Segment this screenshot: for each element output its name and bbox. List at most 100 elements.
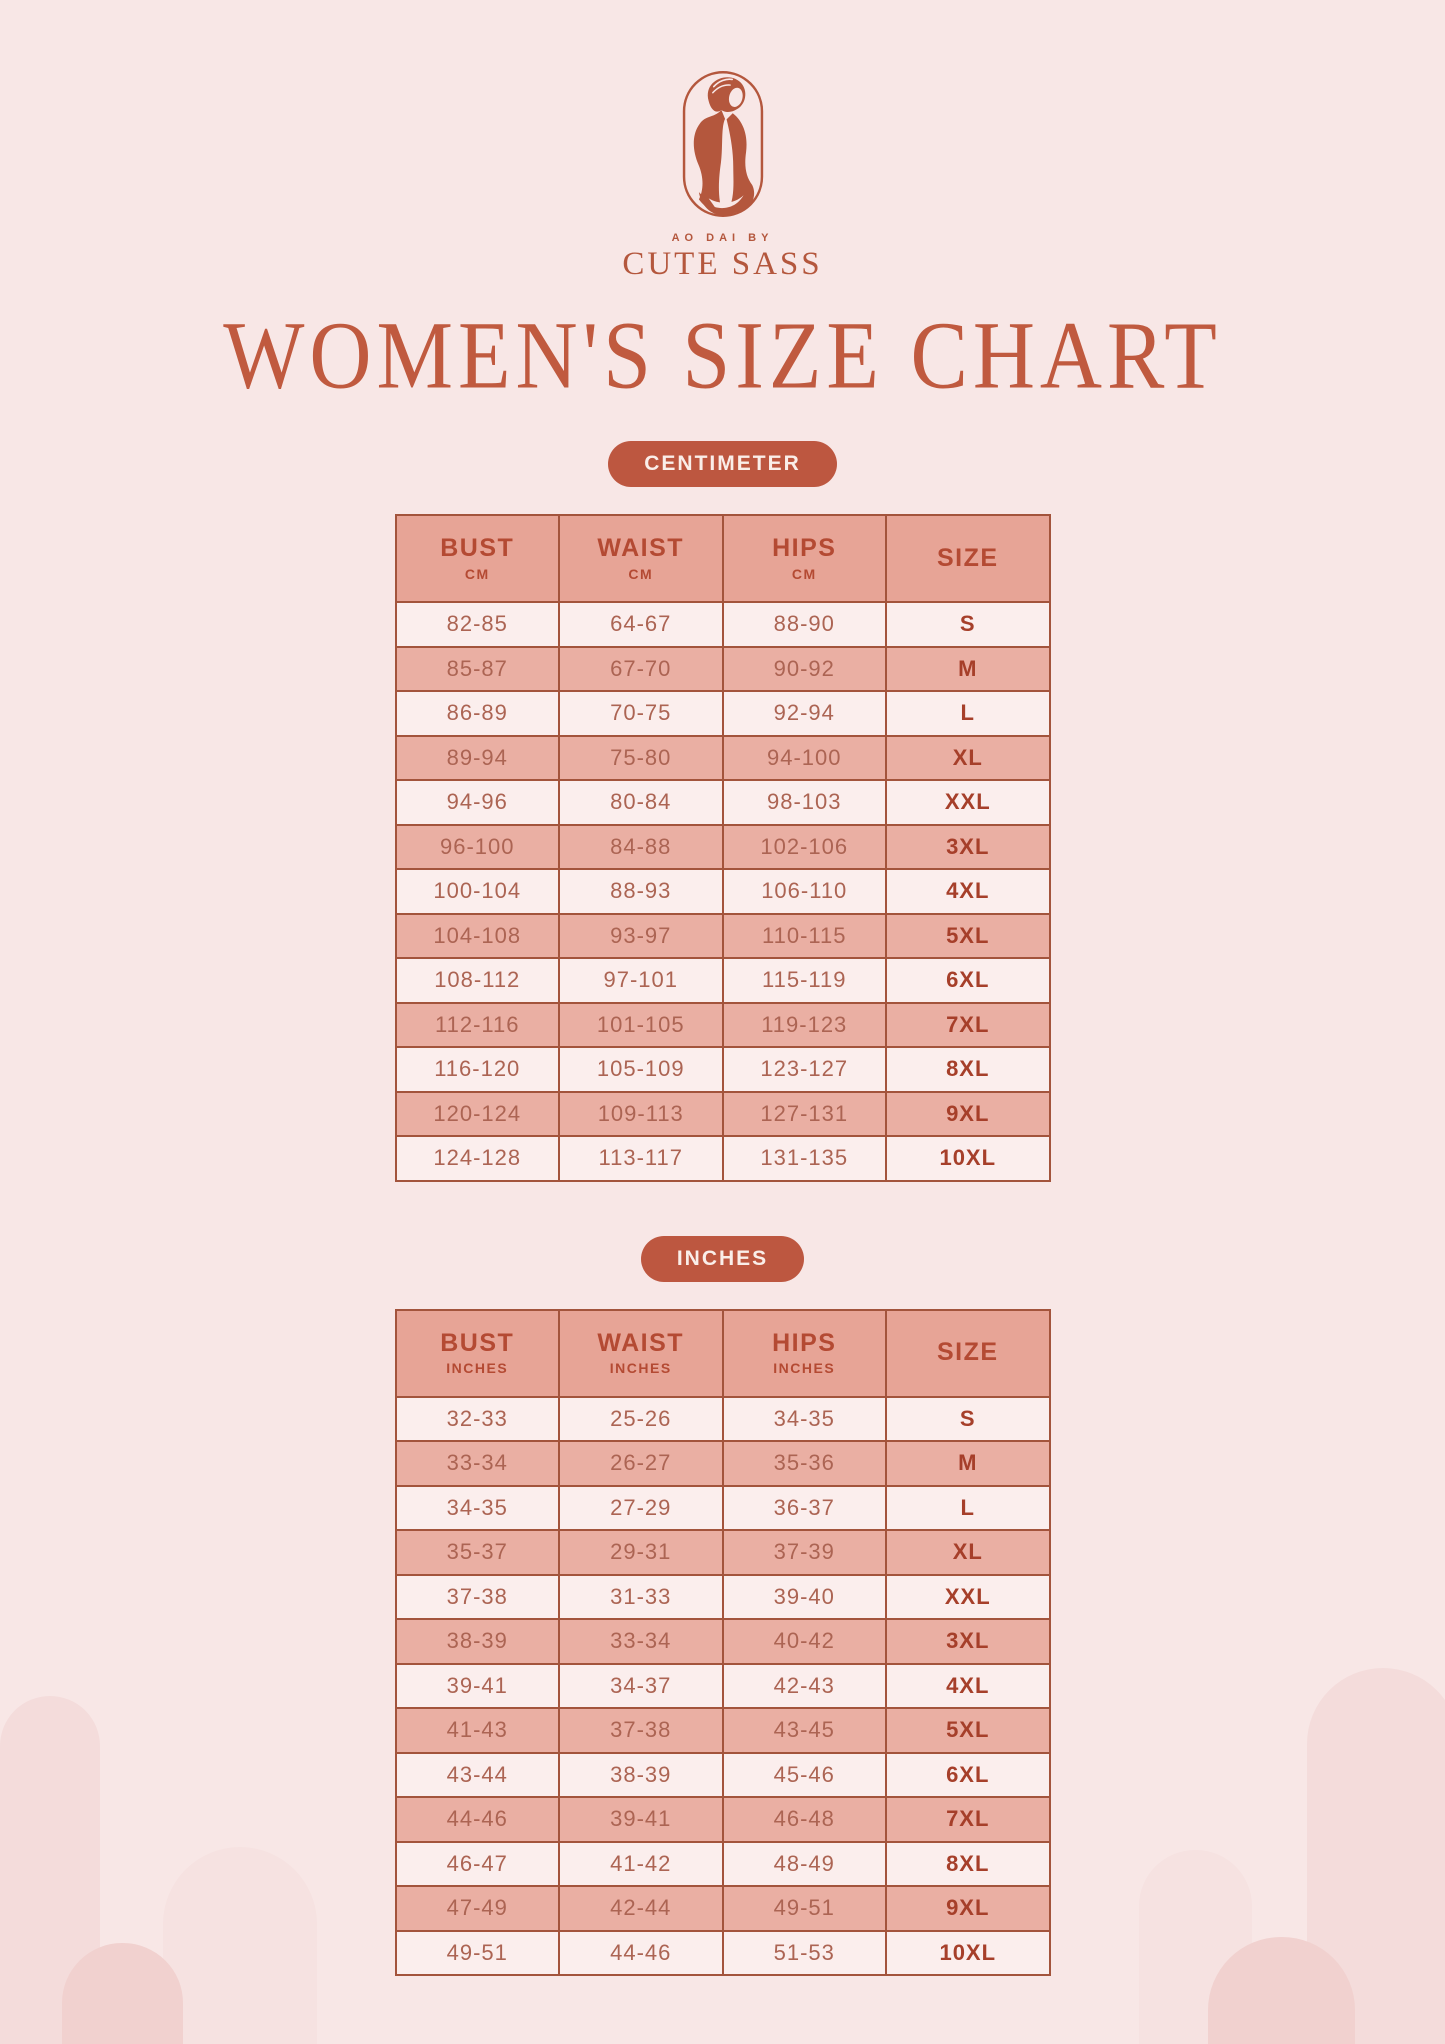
size-row-xxl: 94-96 80-84 98-103 XXL — [394, 779, 1051, 826]
measurement-range: 41-42 — [558, 1840, 724, 1887]
size-value: 5XL — [885, 1707, 1051, 1754]
measurement-range: 102-106 — [721, 823, 887, 870]
size-value: XL — [885, 734, 1051, 781]
size-value: 4XL — [885, 1662, 1051, 1709]
measurement-range: 89-94 — [394, 734, 560, 781]
measurement-range: 109-113 — [558, 1090, 724, 1137]
decorative-arch-bottom-right-small — [1208, 1937, 1355, 2044]
size-value: 8XL — [885, 1840, 1051, 1887]
inches-size-table: BUST INCHES WAIST INCHES HIPS INCHES SIZE 32-33… — [394, 1308, 1051, 1976]
size-value: 6XL — [885, 1751, 1051, 1798]
size-value: M — [885, 645, 1051, 692]
measurement-range: 105-109 — [558, 1046, 724, 1093]
measurement-range: 104-108 — [394, 912, 560, 959]
column-label: HIPS — [772, 534, 837, 563]
size-value: 7XL — [885, 1001, 1051, 1048]
measurement-range: 42-43 — [721, 1662, 887, 1709]
measurement-range: 82-85 — [394, 601, 560, 648]
size-value: S — [885, 601, 1051, 648]
column-label: BUST — [440, 1328, 515, 1357]
measurement-range: 37-39 — [721, 1529, 887, 1576]
measurement-range: 48-49 — [721, 1840, 887, 1887]
measurement-range: 34-37 — [558, 1662, 724, 1709]
measurement-range: 94-100 — [721, 734, 887, 781]
measurement-range: 46-47 — [394, 1840, 560, 1887]
measurement-range: 39-41 — [394, 1662, 560, 1709]
measurement-range: 119-123 — [721, 1001, 887, 1048]
measurement-range: 98-103 — [721, 779, 887, 826]
measurement-range: 131-135 — [721, 1135, 887, 1182]
size-row-8xl: 116-120 105-109 123-127 8XL — [394, 1046, 1051, 1093]
size-value: L — [885, 690, 1051, 737]
measurement-range: 34-35 — [394, 1484, 560, 1531]
measurement-range: 80-84 — [558, 779, 724, 826]
measurement-range: 106-110 — [721, 868, 887, 915]
column-unit-label: INCHES — [609, 1360, 672, 1377]
size-row-7xl: 44-46 39-41 46-48 7XL — [394, 1796, 1051, 1843]
size-value: 8XL — [885, 1046, 1051, 1093]
measurement-range: 33-34 — [558, 1618, 724, 1665]
measurement-range: 67-70 — [558, 645, 724, 692]
size-row-9xl: 47-49 42-44 49-51 9XL — [394, 1885, 1051, 1932]
measurement-range: 120-124 — [394, 1090, 560, 1137]
measurement-range: 64-67 — [558, 601, 724, 648]
size-value: 3XL — [885, 823, 1051, 870]
measurement-range: 32-33 — [394, 1395, 560, 1442]
column-label: BUST — [440, 534, 515, 563]
measurement-range: 44-46 — [394, 1796, 560, 1843]
measurement-range: 31-33 — [558, 1573, 724, 1620]
size-row-3xl: 38-39 33-34 40-42 3XL — [394, 1618, 1051, 1665]
measurement-range: 101-105 — [558, 1001, 724, 1048]
measurement-range: 92-94 — [721, 690, 887, 737]
column-header-waist: WAIST CM — [558, 514, 724, 603]
measurement-range: 39-41 — [558, 1796, 724, 1843]
measurement-range: 43-44 — [394, 1751, 560, 1798]
measurement-range: 27-29 — [558, 1484, 724, 1531]
measurement-range: 127-131 — [721, 1090, 887, 1137]
table-header-row: BUST INCHES WAIST INCHES HIPS INCHES SIZE — [394, 1308, 1051, 1398]
measurement-range: 93-97 — [558, 912, 724, 959]
brand-tagline: AO DAI by — [671, 232, 774, 244]
column-label: SIZE — [936, 1338, 999, 1367]
column-header-size: SIZE — [885, 514, 1051, 603]
measurement-range: 34-35 — [721, 1395, 887, 1442]
size-row-10xl: 49-51 44-46 51-53 10XL — [394, 1929, 1051, 1976]
measurement-range: 70-75 — [558, 690, 724, 737]
measurement-range: 97-101 — [558, 957, 724, 1004]
measurement-range: 35-36 — [721, 1440, 887, 1487]
measurement-range: 45-46 — [721, 1751, 887, 1798]
centimeter-size-table: BUST CM WAIST CM HIPS CM SIZE 82-85 64-67 88-90 S 8… — [394, 514, 1051, 1182]
size-row-l: 86-89 70-75 92-94 L — [394, 690, 1051, 737]
size-value: XXL — [885, 779, 1051, 826]
measurement-range: 41-43 — [394, 1707, 560, 1754]
size-value: 5XL — [885, 912, 1051, 959]
size-row-6xl: 43-44 38-39 45-46 6XL — [394, 1751, 1051, 1798]
column-unit-label: CM — [628, 565, 654, 582]
column-unit-label: CM — [791, 565, 817, 582]
measurement-range: 49-51 — [394, 1929, 560, 1976]
size-row-5xl: 104-108 93-97 110-115 5XL — [394, 912, 1051, 959]
measurement-range: 124-128 — [394, 1135, 560, 1182]
measurement-range: 108-112 — [394, 957, 560, 1004]
measurement-range: 85-87 — [394, 645, 560, 692]
column-unit-label: CM — [464, 565, 490, 582]
measurement-range: 37-38 — [394, 1573, 560, 1620]
column-label: WAIST — [597, 534, 685, 563]
size-value: XL — [885, 1529, 1051, 1576]
size-row-s: 82-85 64-67 88-90 S — [394, 601, 1051, 648]
measurement-range: 96-100 — [394, 823, 560, 870]
size-value: 3XL — [885, 1618, 1051, 1665]
measurement-range: 38-39 — [394, 1618, 560, 1665]
size-value: 4XL — [885, 868, 1051, 915]
column-unit-label: INCHES — [446, 1360, 509, 1377]
column-header-bust: BUST CM — [394, 514, 560, 603]
measurement-range: 86-89 — [394, 690, 560, 737]
size-value: 10XL — [885, 1929, 1051, 1976]
size-value: 9XL — [885, 1090, 1051, 1137]
measurement-range: 44-46 — [558, 1929, 724, 1976]
measurement-range: 43-45 — [721, 1707, 887, 1754]
size-row-4xl: 100-104 88-93 106-110 4XL — [394, 868, 1051, 915]
size-row-3xl: 96-100 84-88 102-106 3XL — [394, 823, 1051, 870]
size-row-m: 33-34 26-27 35-36 M — [394, 1440, 1051, 1487]
